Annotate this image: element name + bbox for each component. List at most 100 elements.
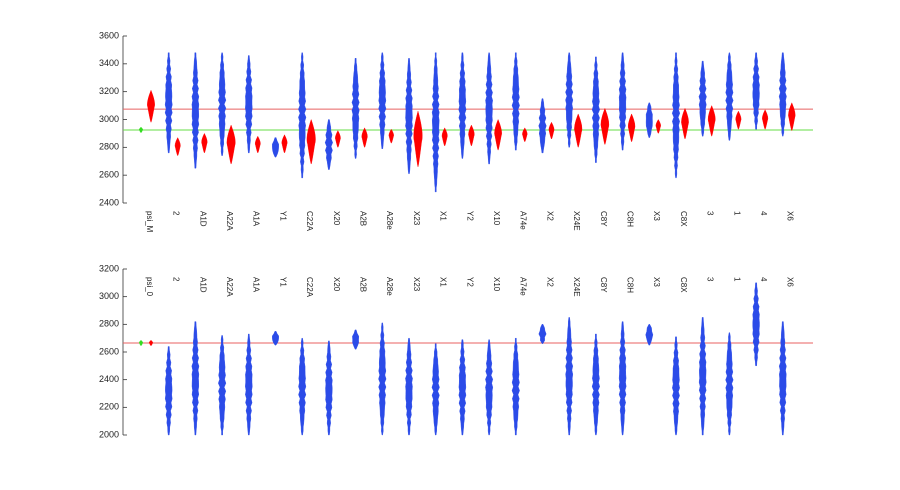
distribution <box>645 102 653 138</box>
distribution <box>201 132 208 154</box>
distribution <box>725 52 734 141</box>
distribution <box>245 55 253 154</box>
distribution <box>191 52 200 169</box>
distribution <box>218 335 227 436</box>
distribution <box>627 113 636 142</box>
distribution <box>413 110 423 168</box>
distribution <box>565 52 574 148</box>
distribution <box>548 121 555 140</box>
y-tick-label: 3400 <box>99 58 119 68</box>
distribution <box>306 118 316 165</box>
x-tick-label: X1 <box>439 277 448 287</box>
distribution <box>538 324 547 344</box>
x-tick-label: A28e <box>385 277 394 296</box>
x-tick-label: X20 <box>332 277 341 292</box>
y-tick-label: 3600 <box>99 30 119 40</box>
y-tick-label: 2000 <box>99 429 119 439</box>
y-tick-label: 2200 <box>99 402 119 412</box>
y-tick-label: 3000 <box>99 114 119 124</box>
x-tick-label: C8X <box>679 277 688 293</box>
distribution <box>361 127 368 148</box>
distribution <box>298 52 307 179</box>
x-tick-label: 2 <box>172 277 181 282</box>
x-tick-label: X2 <box>545 277 554 287</box>
x-tick-label: X10 <box>492 211 501 226</box>
distribution <box>351 58 360 159</box>
x-tick-label: A1D <box>198 277 207 293</box>
x-tick-label: A1A <box>252 211 261 227</box>
x-tick-label: C22A <box>305 277 314 298</box>
x-tick-label: 1 <box>732 211 741 216</box>
x-tick-label: X10 <box>492 277 501 292</box>
distribution <box>458 52 467 159</box>
x-tick-label: 2 <box>172 211 181 216</box>
distribution <box>591 56 600 163</box>
x-tick-label: X2 <box>545 211 554 221</box>
distribution <box>752 52 760 130</box>
distribution <box>511 52 520 151</box>
distribution <box>752 282 760 366</box>
x-tick-label: 3 <box>706 277 715 282</box>
distribution <box>707 105 716 137</box>
distribution <box>458 339 467 436</box>
distribution <box>698 317 707 436</box>
x-tick-label: Y1 <box>278 211 287 221</box>
x-tick-label: X1 <box>439 211 448 221</box>
x-tick-label: A22A <box>225 277 234 297</box>
x-tick-label: A1D <box>198 211 207 227</box>
x-tick-label: A22A <box>225 211 234 231</box>
y-tick-label: 2400 <box>99 374 119 384</box>
x-tick-label: X23 <box>412 211 421 226</box>
distribution <box>672 336 680 436</box>
x-tick-label: X24E <box>572 277 581 297</box>
distribution <box>335 130 341 148</box>
distribution <box>148 339 154 346</box>
x-tick-label: C8H <box>625 211 634 227</box>
x-tick-label: 4 <box>759 277 768 282</box>
x-tick-label: A74e <box>519 211 528 230</box>
x-tick-label: Y2 <box>465 277 474 287</box>
distribution <box>494 118 502 151</box>
distribution <box>272 331 279 346</box>
x-tick-label: 4 <box>759 211 768 216</box>
distribution <box>441 127 448 147</box>
distribution <box>352 329 360 350</box>
distribution <box>698 60 707 137</box>
distribution <box>538 98 547 154</box>
distribution <box>245 333 253 436</box>
distribution <box>218 52 227 156</box>
distribution <box>645 324 654 346</box>
distribution <box>378 52 387 149</box>
x-tick-label: 3 <box>706 211 715 216</box>
x-tick-label: X3 <box>652 277 661 287</box>
distribution <box>164 52 173 154</box>
x-tick-label: X3 <box>652 211 661 221</box>
distribution <box>388 128 394 144</box>
x-tick-label: psi_M <box>145 211 154 233</box>
x-tick-label: C22A <box>305 211 314 232</box>
distribution <box>778 321 787 436</box>
y-tick-label: 3200 <box>99 86 119 96</box>
distribution <box>681 107 689 140</box>
distribution <box>138 126 144 133</box>
x-tick-label: A2B <box>358 211 367 226</box>
distribution <box>511 338 520 436</box>
y-tick-label: 2800 <box>99 319 119 329</box>
distribution <box>378 322 387 436</box>
distribution <box>591 333 600 436</box>
x-tick-label: A74e <box>519 277 528 296</box>
distribution <box>725 332 734 436</box>
distribution <box>324 119 333 170</box>
x-tick-label: psi_0 <box>145 277 154 297</box>
distribution <box>174 137 181 156</box>
distribution <box>272 137 279 158</box>
distribution <box>431 52 440 193</box>
distribution <box>298 338 307 436</box>
distribution <box>226 124 236 165</box>
x-tick-label: X6 <box>786 211 795 221</box>
distribution <box>138 339 144 346</box>
x-tick-label: Y1 <box>278 277 287 287</box>
y-tick-label: 3200 <box>99 263 119 273</box>
x-tick-label: C8Y <box>599 277 608 293</box>
